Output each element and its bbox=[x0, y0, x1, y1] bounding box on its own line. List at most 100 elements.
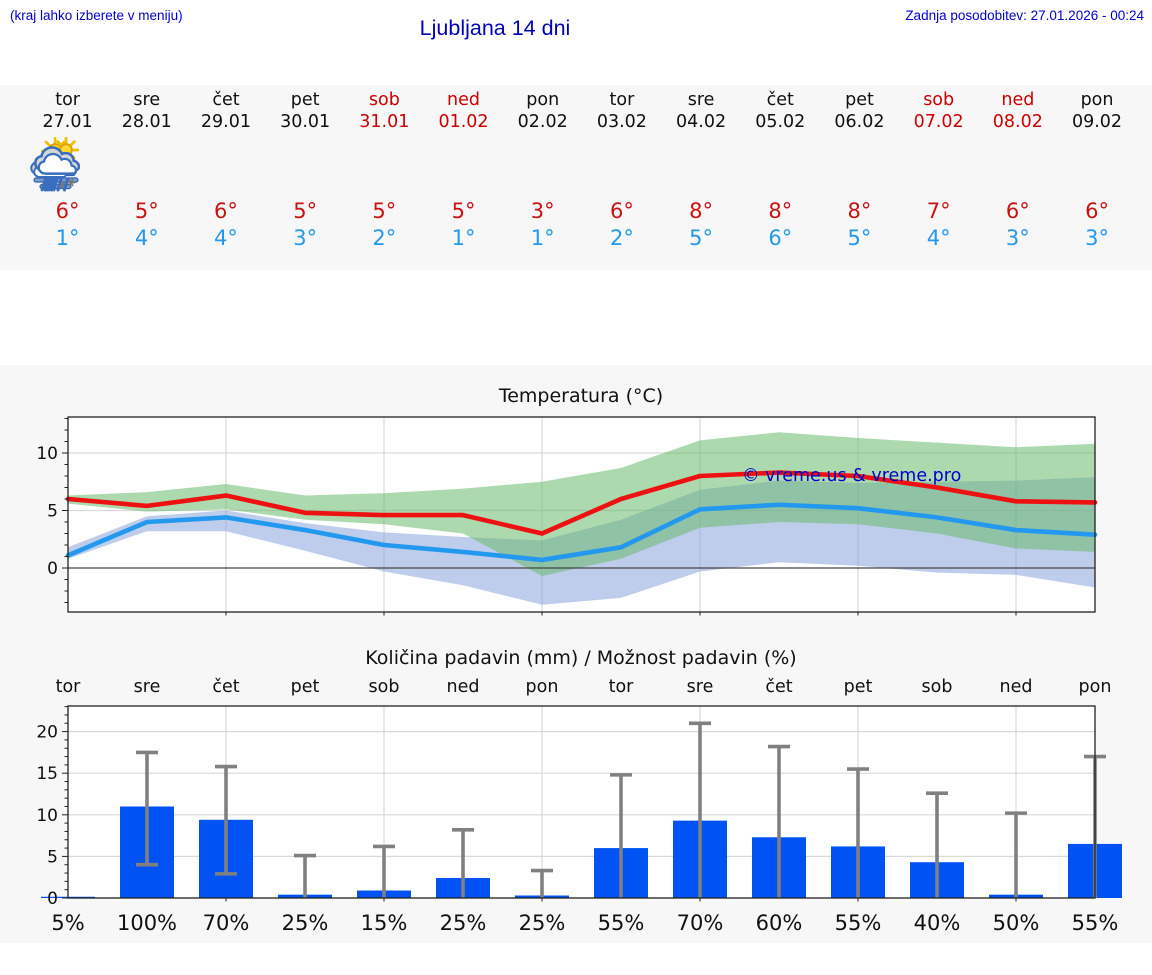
day-column: sob 07.02 7° 4° bbox=[34, 89, 978, 252]
weather-icon-box bbox=[34, 137, 887, 195]
precip-probability: 55% bbox=[1072, 911, 1119, 935]
precip-probability: 40% bbox=[914, 911, 961, 935]
menu-hint-link[interactable]: (kraj lahko izberete v meniju) bbox=[10, 8, 183, 23]
temperature-chart: 0 5 10 bbox=[36, 416, 1098, 616]
day-name: ned bbox=[447, 90, 481, 110]
svg-text:tor: tor bbox=[609, 677, 635, 697]
precip-probability: 25% bbox=[440, 911, 487, 935]
low-temp: 3° bbox=[293, 226, 318, 250]
precip-probability: 25% bbox=[519, 911, 566, 935]
svg-text:5: 5 bbox=[47, 847, 58, 867]
svg-text:čet: čet bbox=[765, 677, 792, 697]
high-temp: 6° bbox=[214, 199, 238, 223]
day-column: ned 01.02 5° 1° bbox=[34, 89, 503, 252]
day-column: pet 06.02 8° 5° bbox=[34, 89, 899, 252]
svg-text:ned: ned bbox=[1000, 677, 1033, 697]
day-name: tor bbox=[609, 90, 635, 110]
svg-text:tor: tor bbox=[56, 677, 82, 697]
precip-probability: 70% bbox=[203, 911, 250, 935]
low-temp: 3° bbox=[1085, 226, 1109, 250]
high-temp: 5° bbox=[451, 199, 476, 223]
precip-probability: 15% bbox=[361, 911, 408, 935]
day-date: 28.01 bbox=[121, 112, 172, 132]
low-temp: 2° bbox=[609, 226, 634, 250]
weather-icon-box bbox=[30, 137, 333, 195]
days-row: tor 27.01 6° 1° sre 28.01 5° 4° čet 29.01 6° 4° pe… bbox=[28, 89, 1137, 252]
day-name: sre bbox=[133, 90, 161, 110]
day-column: čet 29.01 6° 4° bbox=[34, 89, 265, 252]
low-temp: 1° bbox=[55, 226, 80, 250]
svg-text:sob: sob bbox=[922, 677, 953, 697]
svg-text:10: 10 bbox=[36, 444, 58, 464]
day-column: sre 28.01 5° 4° bbox=[34, 89, 186, 252]
high-temp: 5° bbox=[293, 199, 318, 223]
low-temp: 5° bbox=[689, 226, 714, 250]
precip-probability: 60% bbox=[756, 911, 803, 935]
day-date: 04.02 bbox=[676, 112, 727, 132]
day-date: 01.02 bbox=[438, 112, 489, 132]
high-temp: 8° bbox=[847, 199, 872, 223]
weather-icon-box bbox=[30, 137, 571, 195]
day-column: pet 30.01 5° 3° bbox=[30, 89, 345, 252]
svg-text:0: 0 bbox=[47, 559, 58, 579]
svg-text:sob: sob bbox=[369, 677, 400, 697]
day-column: sob 31.01 5° 2° bbox=[34, 89, 424, 252]
low-temp: 4° bbox=[214, 226, 238, 250]
low-temp: 5° bbox=[847, 226, 872, 250]
day-column: čet 05.02 8° 6° bbox=[34, 89, 820, 252]
page-title: Ljubljana 14 dni bbox=[419, 16, 571, 40]
day-name: pet bbox=[290, 90, 320, 110]
day-date: 31.01 bbox=[359, 112, 410, 132]
svg-text:sre: sre bbox=[134, 677, 161, 697]
svg-text:20: 20 bbox=[36, 723, 58, 743]
precipitation-chart: tor sre čet pet sob ned pon tor sre čet pet sob ned p… bbox=[36, 677, 1122, 935]
day-date: 09.02 bbox=[1071, 112, 1123, 132]
precip-probability: 5% bbox=[51, 911, 84, 935]
high-temp: 5° bbox=[134, 199, 159, 223]
precipitation-chart-title: Količina padavin (mm) / Možnost padavin … bbox=[365, 647, 797, 669]
svg-text:pon: pon bbox=[526, 677, 559, 697]
weather-icon-box bbox=[34, 137, 729, 195]
charts-area: Temperatura (°C) 0 5 10 © vreme.us & vreme… bbox=[0, 365, 1152, 943]
svg-text:pet: pet bbox=[844, 677, 873, 697]
high-temp: 5° bbox=[372, 199, 397, 223]
day-column: ned 08.02 6° 3° bbox=[34, 89, 1057, 252]
day-date: 07.02 bbox=[913, 112, 964, 132]
low-temp: 6° bbox=[768, 226, 793, 250]
day-column: pon 02.02 3° 1° bbox=[30, 89, 582, 252]
day-name: pet bbox=[845, 90, 874, 110]
high-temp: 6° bbox=[1085, 199, 1109, 223]
low-temp: 4° bbox=[926, 226, 951, 250]
precip-probability: 50% bbox=[993, 911, 1040, 935]
low-temp: 2° bbox=[372, 226, 397, 250]
high-temp: 6° bbox=[609, 199, 634, 223]
day-name: čet bbox=[766, 90, 794, 110]
day-name: ned bbox=[1001, 90, 1035, 110]
low-temp: 3° bbox=[1005, 226, 1030, 250]
svg-text:ned: ned bbox=[447, 677, 480, 697]
weather-icon-box bbox=[34, 137, 808, 195]
svg-text:čet: čet bbox=[212, 677, 239, 697]
weather-icon-box bbox=[34, 137, 1046, 195]
svg-text:5: 5 bbox=[47, 502, 58, 522]
svg-text:0: 0 bbox=[47, 889, 58, 909]
weather-icon-box bbox=[34, 137, 492, 195]
svg-text:pet: pet bbox=[291, 677, 320, 697]
weather-icon-box bbox=[34, 137, 650, 195]
high-temp: 3° bbox=[530, 199, 555, 223]
precip-probability: 100% bbox=[117, 911, 177, 935]
last-update-text: Zadnja posodobitev: 27.01.2026 - 00:24 bbox=[905, 8, 1144, 23]
day-date: 03.02 bbox=[596, 112, 647, 132]
weather-icon-box bbox=[34, 137, 967, 195]
precip-probability: 55% bbox=[598, 911, 645, 935]
low-temp: 4° bbox=[134, 226, 159, 250]
weather-icon-box bbox=[34, 137, 254, 195]
svg-text:sre: sre bbox=[687, 677, 714, 697]
high-temp: 8° bbox=[768, 199, 793, 223]
low-temp: 1° bbox=[530, 226, 555, 250]
rain-icon bbox=[34, 146, 81, 192]
high-temp: 6° bbox=[1005, 199, 1030, 223]
weather-icon-box bbox=[34, 137, 175, 195]
precip-probability: 70% bbox=[677, 911, 724, 935]
